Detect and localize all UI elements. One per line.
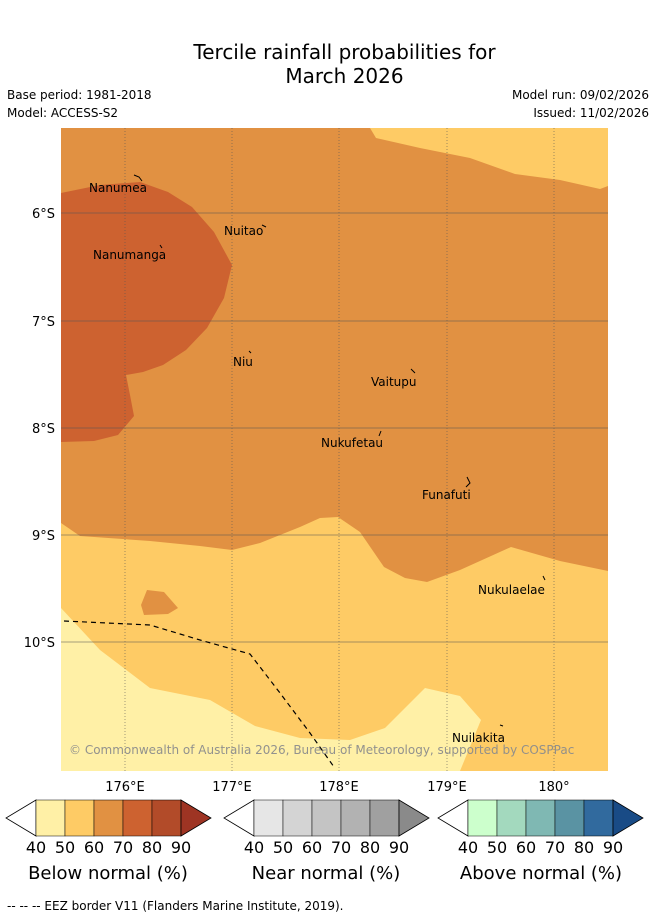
place-label: Nanumea — [89, 181, 147, 195]
place-label: Nanumanga — [93, 248, 166, 262]
colorbar-extend-low — [223, 799, 255, 837]
colorbar-tick: 70 — [331, 838, 351, 857]
base-period: Base period: 1981-2018 — [7, 88, 152, 102]
colorbar-tick: 40 — [458, 838, 478, 857]
place-label: Funafuti — [422, 488, 471, 502]
title-line-1: Tercile rainfall probabilities for — [193, 40, 496, 64]
place-label: Vaitupu — [371, 375, 417, 389]
region-60-70-patch — [141, 590, 178, 615]
lat-label: 10°S — [24, 636, 55, 651]
eez-footnote: -- -- -- EEZ border V11 (Flanders Marine… — [7, 899, 344, 913]
lat-label: 9°S — [32, 529, 55, 544]
map-title: Tercile rainfall probabilities for March… — [0, 40, 655, 88]
lon-label: 176°E — [105, 780, 145, 795]
longitude-labels: 176°E 177°E 178°E 179°E 180° — [105, 780, 569, 795]
colorbar-swatch — [525, 799, 556, 837]
colorbar-swatch — [311, 799, 342, 837]
lat-label: 8°S — [32, 422, 55, 437]
probability-fills — [61, 128, 608, 771]
eez-border — [63, 620, 335, 768]
issued-date: Issued: 11/02/2026 — [533, 106, 649, 120]
lon-label: 177°E — [212, 780, 252, 795]
region-40-50-south — [61, 608, 481, 771]
grid-lines — [61, 128, 608, 771]
latitude-labels: 6°S 7°S 8°S 9°S 10°S — [24, 207, 55, 651]
place-label: Nukulaelae — [478, 583, 545, 597]
lat-label: 6°S — [32, 207, 55, 222]
colorbar-swatch — [496, 799, 527, 837]
colorbar-swatch — [583, 799, 614, 837]
colorbar-swatch — [122, 799, 153, 837]
lon-label: 179°E — [427, 780, 467, 795]
place-label: Nuilakita — [452, 731, 505, 745]
colorbar-title-above: Above normal (%) — [459, 863, 623, 884]
colorbar-tick: 40 — [26, 838, 46, 857]
lon-label: 178°E — [319, 780, 359, 795]
colorbar-near: 40 50 60 70 80 90 — [223, 799, 430, 857]
title-line-2: March 2026 — [285, 64, 404, 88]
colorbar-extend-high — [612, 799, 644, 837]
colorbar-tick: 70 — [545, 838, 565, 857]
colorbar-swatch — [151, 799, 182, 837]
colorbar-tick: 60 — [302, 838, 322, 857]
colorbar-swatch — [282, 799, 313, 837]
colorbar-swatch — [467, 799, 498, 837]
colorbar-tick: 70 — [113, 838, 133, 857]
model-name: Model: ACCESS-S2 — [7, 106, 119, 120]
place-label: Nuitao — [224, 224, 263, 238]
colorbar-tick: 90 — [171, 838, 191, 857]
colorbar-tick: 60 — [84, 838, 104, 857]
colorbar-tick: 50 — [487, 838, 507, 857]
place-labels: Nanumea Nuitao Nanumanga Niu Vaitupu Nuk… — [89, 181, 545, 745]
colorbar-title-below: Below normal (%) — [28, 863, 188, 884]
colorbar-extend-low — [5, 799, 37, 837]
colorbar-tick: 50 — [55, 838, 75, 857]
colorbar-extend-high — [180, 799, 212, 837]
colorbar-extend-high — [398, 799, 430, 837]
model-run: Model run: 09/02/2026 — [511, 88, 649, 102]
lon-label: 180° — [538, 780, 569, 795]
colorbar-extend-low — [437, 799, 469, 837]
region-50-60-north — [370, 128, 608, 189]
region-70-80 — [61, 182, 232, 442]
colorbar-tick: 90 — [603, 838, 623, 857]
place-label: Niu — [233, 355, 253, 369]
colorbar-swatch — [35, 799, 66, 837]
colorbar-tick: 90 — [389, 838, 409, 857]
colorbar-swatch — [340, 799, 371, 837]
colorbar-swatch — [64, 799, 95, 837]
colorbar-title-near: Near normal (%) — [251, 863, 401, 884]
colorbar-below: 40 50 60 70 80 90 — [5, 799, 212, 857]
colorbar-tick: 80 — [574, 838, 594, 857]
colorbar-tick: 80 — [142, 838, 162, 857]
colorbar-above: 40 50 60 70 80 90 — [437, 799, 644, 857]
colorbar-swatch — [554, 799, 585, 837]
lat-label: 7°S — [32, 315, 55, 330]
colorbar-swatch — [369, 799, 400, 837]
colorbar-swatch — [93, 799, 124, 837]
colorbar-swatch — [253, 799, 284, 837]
colorbar-tick: 80 — [360, 838, 380, 857]
islands — [133, 174, 546, 727]
colorbar-tick: 40 — [244, 838, 264, 857]
colorbar-tick: 60 — [516, 838, 536, 857]
copyright-notice: © Commonwealth of Australia 2026, Bureau… — [69, 743, 574, 757]
place-label: Nukufetau — [321, 436, 383, 450]
colorbar-legends: 40 50 60 70 80 90 40 50 60 70 80 90 40 50 60 70 80 90 — [5, 799, 644, 857]
colorbar-tick: 50 — [273, 838, 293, 857]
